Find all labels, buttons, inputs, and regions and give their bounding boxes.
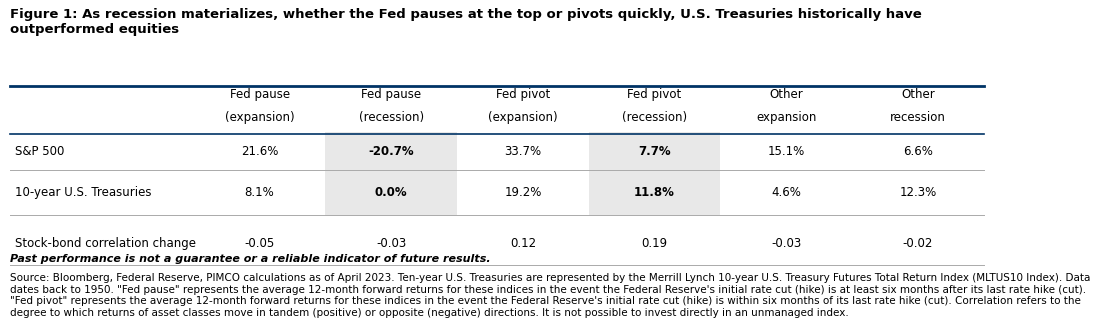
Text: 15.1%: 15.1% (768, 145, 805, 158)
Text: 6.6%: 6.6% (903, 145, 933, 158)
Text: -0.03: -0.03 (376, 237, 406, 250)
Text: Other: Other (901, 88, 935, 101)
Text: (expansion): (expansion) (488, 111, 558, 123)
Text: Fed pivot: Fed pivot (627, 88, 682, 101)
Text: (recession): (recession) (359, 111, 424, 123)
Text: Stock-bond correlation change: Stock-bond correlation change (15, 237, 196, 250)
Bar (588, 170, 720, 215)
Text: (expansion): (expansion) (224, 111, 295, 123)
Text: expansion: expansion (756, 111, 816, 123)
Text: S&P 500: S&P 500 (15, 145, 64, 158)
Text: 21.6%: 21.6% (241, 145, 278, 158)
Bar (326, 170, 458, 215)
Text: 12.3%: 12.3% (900, 186, 936, 199)
Bar (588, 132, 720, 170)
Text: 11.8%: 11.8% (635, 186, 675, 199)
Text: Fed pivot: Fed pivot (496, 88, 550, 101)
Text: 10-year U.S. Treasuries: 10-year U.S. Treasuries (15, 186, 152, 199)
Text: Fed pause: Fed pause (230, 88, 289, 101)
Text: 33.7%: 33.7% (505, 145, 541, 158)
Text: 0.0%: 0.0% (375, 186, 408, 199)
Text: Source: Bloomberg, Federal Reserve, PIMCO calculations as of April 2023. Ten-yea: Source: Bloomberg, Federal Reserve, PIMC… (10, 273, 1090, 318)
Text: -0.05: -0.05 (244, 237, 275, 250)
Text: 4.6%: 4.6% (771, 186, 801, 199)
Text: 0.19: 0.19 (641, 237, 668, 250)
Text: -0.02: -0.02 (903, 237, 933, 250)
Text: -20.7%: -20.7% (368, 145, 414, 158)
Text: Fed pause: Fed pause (361, 88, 421, 101)
Text: 8.1%: 8.1% (244, 186, 275, 199)
Text: 0.12: 0.12 (510, 237, 536, 250)
Text: 7.7%: 7.7% (638, 145, 671, 158)
Text: Past performance is not a guarantee or a reliable indicator of future results.: Past performance is not a guarantee or a… (10, 253, 491, 264)
Bar (326, 132, 458, 170)
Text: Figure 1: As recession materializes, whether the Fed pauses at the top or pivots: Figure 1: As recession materializes, whe… (10, 8, 922, 36)
Text: 19.2%: 19.2% (504, 186, 541, 199)
Text: Other: Other (769, 88, 803, 101)
Text: (recession): (recession) (623, 111, 688, 123)
Text: recession: recession (890, 111, 946, 123)
Text: -0.03: -0.03 (771, 237, 802, 250)
